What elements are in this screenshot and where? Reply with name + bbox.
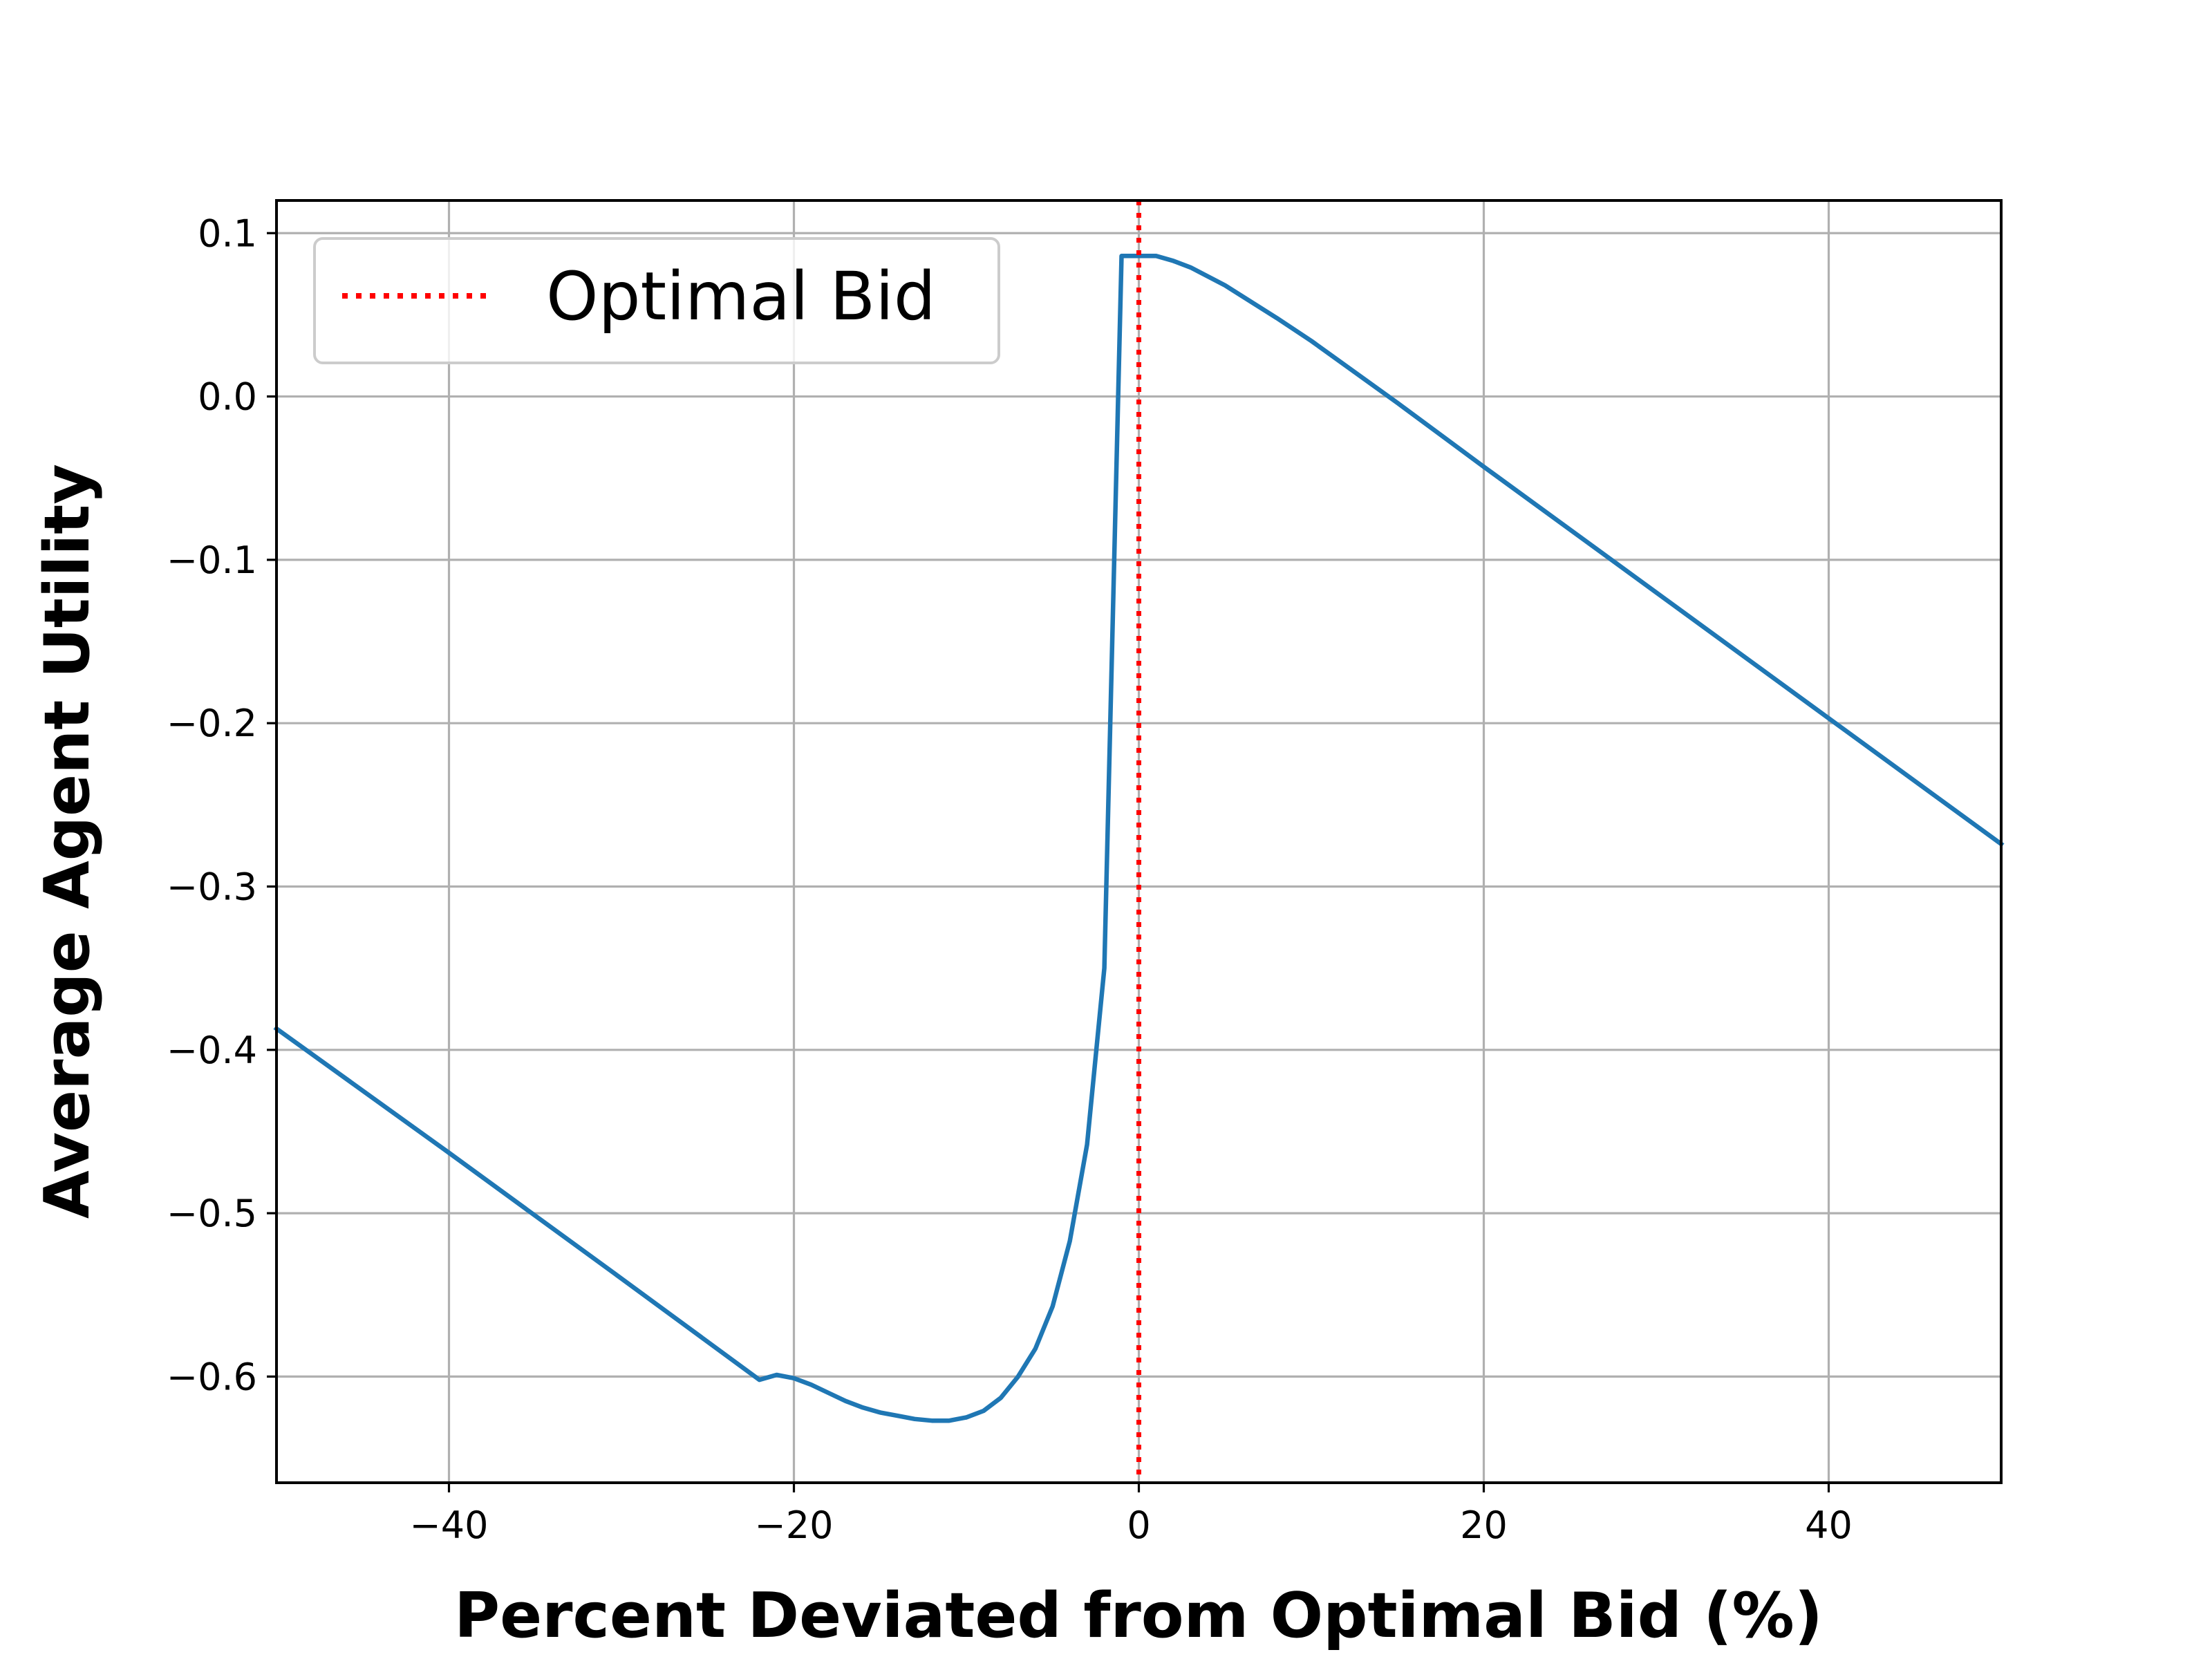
y-axis-title: Average Agent Utility [31, 464, 104, 1219]
x-tick-label: 20 [1460, 1503, 1508, 1547]
data-layer [273, 200, 2005, 1483]
y-tick-label: 0.1 [198, 212, 257, 255]
x-tick-label: 40 [1805, 1503, 1853, 1547]
x-tick-label: −20 [755, 1503, 834, 1547]
legend: Optimal Bid [313, 237, 1000, 364]
x-tick-label: −40 [410, 1503, 489, 1547]
y-tick-label: −0.5 [167, 1192, 257, 1235]
series-line-utility [273, 254, 2005, 1423]
legend-label-optimal-bid: Optimal Bid [546, 258, 936, 335]
ticks: −40 −20 0 20 40 0.1 0.0 −0.1 −0.2 −0.3 −0.4 −0.5 −0.… [167, 212, 1853, 1547]
x-axis-title: Percent Deviated from Optimal Bid (%) [454, 1580, 1823, 1652]
legend-box [313, 237, 1000, 364]
x-tick-label: 0 [1127, 1503, 1150, 1547]
y-tick-label: 0.0 [198, 375, 257, 419]
y-tick-label: −0.2 [167, 702, 257, 745]
y-tick-label: −0.3 [167, 865, 257, 908]
y-tick-label: −0.4 [167, 1029, 257, 1072]
y-tick-label: −0.1 [167, 538, 257, 582]
y-tick-label: −0.6 [167, 1355, 257, 1398]
